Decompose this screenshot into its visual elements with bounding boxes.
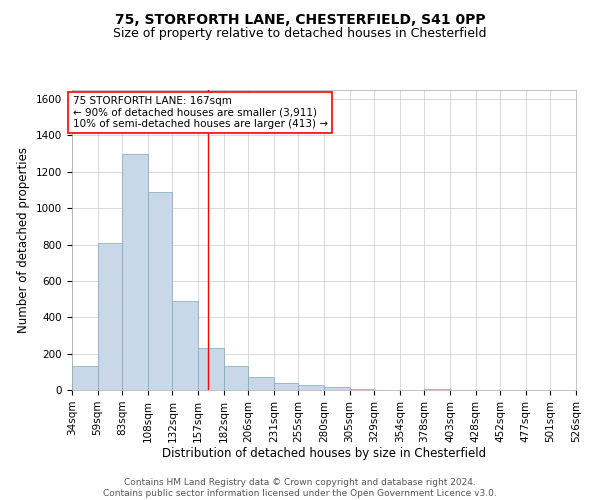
Bar	[274, 382, 298, 390]
Bar	[172, 301, 198, 390]
Bar	[350, 389, 374, 390]
Text: Size of property relative to detached houses in Chesterfield: Size of property relative to detached ho…	[113, 28, 487, 40]
Bar	[122, 154, 148, 390]
Y-axis label: Number of detached properties: Number of detached properties	[17, 147, 31, 333]
Bar	[72, 366, 98, 390]
Text: Distribution of detached houses by size in Chesterfield: Distribution of detached houses by size …	[162, 448, 486, 460]
Text: 75 STORFORTH LANE: 167sqm
← 90% of detached houses are smaller (3,911)
10% of se: 75 STORFORTH LANE: 167sqm ← 90% of detac…	[73, 96, 328, 129]
Bar	[248, 378, 274, 390]
Bar	[298, 386, 324, 390]
Bar	[148, 192, 172, 390]
Bar	[198, 348, 224, 390]
Bar	[324, 388, 350, 390]
Text: 75, STORFORTH LANE, CHESTERFIELD, S41 0PP: 75, STORFORTH LANE, CHESTERFIELD, S41 0P…	[115, 12, 485, 26]
Bar	[424, 389, 450, 390]
Bar	[224, 366, 248, 390]
Bar	[98, 242, 122, 390]
Text: Contains HM Land Registry data © Crown copyright and database right 2024.
Contai: Contains HM Land Registry data © Crown c…	[103, 478, 497, 498]
